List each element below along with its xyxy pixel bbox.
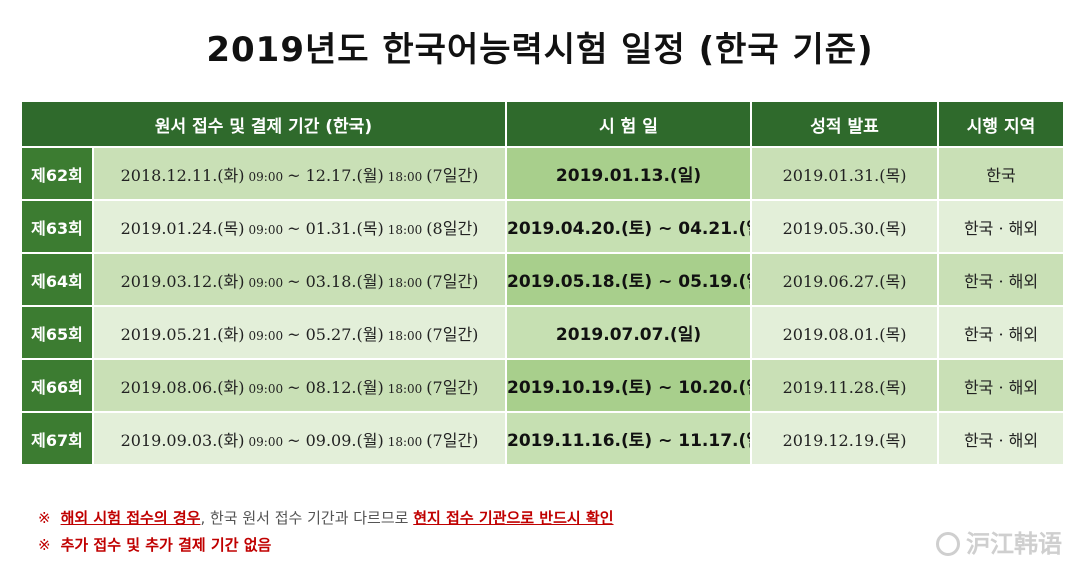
period-start-time: 09:00 [248, 434, 284, 449]
round-cell: 제62회 [20, 146, 94, 201]
column-header: 시행 지역 [937, 100, 1066, 148]
period-end: 12.17.(월) [305, 165, 384, 185]
region-cell: 한국 · 해외 [937, 411, 1066, 466]
period-end-time: 18:00 [387, 222, 423, 237]
round-cell: 제64회 [20, 252, 94, 307]
result-date-cell: 2019.11.28.(목) [750, 358, 940, 413]
period-end: 09.09.(월) [305, 430, 384, 450]
period-start-time: 09:00 [248, 275, 284, 290]
note-highlight: 추가 접수 및 추가 결제 기간 없음 [60, 536, 272, 554]
period-start-time: 09:00 [248, 328, 284, 343]
title: 2019년도 한국어능력시험 일정 (한국 기준) [206, 30, 874, 70]
period-separator: ~ [287, 430, 301, 450]
period-start: 2019.01.24.(목) [120, 218, 245, 238]
round-cell: 제66회 [20, 358, 94, 413]
period-end: 03.18.(월) [305, 271, 384, 291]
period-cell: 2019.05.21.(화) 09:00 ~ 05.27.(월) 18:00 (7일간) [91, 305, 508, 360]
period-days: (8일간) [426, 218, 479, 238]
period-end-time: 18:00 [387, 434, 423, 449]
period-cell: 2019.08.06.(화) 09:00 ~ 08.12.(월) 18:00 (7일간) [91, 358, 508, 413]
period-cell: 2018.12.11.(화) 09:00 ~ 12.17.(월) 18:00 (7일간) [91, 146, 508, 201]
period-separator: ~ [287, 377, 301, 397]
table-row: 제63회 2019.01.24.(목) 09:00 ~ 01.31.(목) 18:00(… [20, 199, 1066, 254]
result-date-cell: 2019.05.30.(목) [750, 199, 940, 254]
region-cell: 한국 · 해외 [937, 252, 1066, 307]
period-days: (7일간) [426, 324, 479, 344]
result-date-cell: 2019.01.31.(목) [750, 146, 940, 201]
column-header: 성적 발표 [750, 100, 940, 148]
watermark: 沪江韩语 [936, 524, 1062, 559]
exam-date-cell: 2019.01.13.(일) [505, 146, 753, 201]
exam-date-cell: 2019.04.20.(토) ~ 04.21.(일) [505, 199, 753, 254]
table-row: 제66회 2019.08.06.(화) 09:00 ~ 08.12.(월) 18:00(… [20, 358, 1066, 413]
exam-date-cell: 2019.10.19.(토) ~ 10.20.(일) [505, 358, 753, 413]
period-days: (7일간) [426, 271, 479, 291]
exam-date-cell: 2019.11.16.(토) ~ 11.17.(일) [505, 411, 753, 466]
period-separator: ~ [287, 165, 301, 185]
period-separator: ~ [287, 218, 301, 238]
period-end: 01.31.(목) [305, 218, 384, 238]
table-row: 제62회 2018.12.11.(화) 09:00 ~ 12.17.(월) 18:00(… [20, 146, 1066, 201]
period-start: 2018.12.11.(화) [120, 165, 245, 185]
round-cell: 제67회 [20, 411, 94, 466]
region-cell: 한국 · 해외 [937, 358, 1066, 413]
period-start: 2019.03.12.(화) [120, 271, 245, 291]
period-end: 05.27.(월) [305, 324, 384, 344]
table-header: 원서 접수 및 결제 기간 (한국) 시 험 일 성적 발표 시행 지역 [19, 100, 1066, 148]
period-separator: ~ [287, 324, 301, 344]
period-days: (7일간) [426, 165, 479, 185]
period-cell: 2019.01.24.(목) 09:00 ~ 01.31.(목) 18:00 (8일간) [91, 199, 508, 254]
period-separator: ~ [287, 271, 301, 291]
table-row: 제65회 2019.05.21.(화) 09:00 ~ 05.27.(월) 18:00(… [20, 305, 1066, 360]
column-header: 원서 접수 및 결제 기간 (한국) [19, 100, 508, 148]
round-cell: 제63회 [20, 199, 94, 254]
period-cell: 2019.03.12.(화) 09:00 ~ 03.18.(월) 18:00 (7일간) [91, 252, 508, 307]
note-highlight: 해외 시험 접수의 경우 [60, 509, 201, 527]
period-end-time: 18:00 [387, 381, 423, 396]
header-row: 원서 접수 및 결제 기간 (한국) 시 험 일 성적 발표 시행 지역 [19, 100, 1066, 148]
table-body: 제62회 2018.12.11.(화) 09:00 ~ 12.17.(월) 18:00(… [20, 146, 1066, 466]
schedule-table: 원서 접수 및 결제 기간 (한국) 시 험 일 성적 발표 시행 지역 제62… [19, 100, 1066, 466]
region-cell: 한국 [937, 146, 1066, 201]
result-date-cell: 2019.08.01.(목) [750, 305, 940, 360]
period-start: 2019.08.06.(화) [120, 377, 245, 397]
table-row: 제64회 2019.03.12.(화) 09:00 ~ 03.18.(월) 18:00(… [20, 252, 1066, 307]
exam-date-cell: 2019.07.07.(일) [505, 305, 753, 360]
note-highlight: 현지 접수 기관으로 반드시 확인 [413, 509, 614, 527]
note: ※ 추가 접수 및 추가 결제 기간 없음 [38, 532, 614, 559]
round-cell: 제65회 [20, 305, 94, 360]
period-start-time: 09:00 [248, 222, 284, 237]
period-start: 2019.05.21.(화) [120, 324, 245, 344]
period-end-time: 18:00 [387, 328, 423, 343]
period-start: 2019.09.03.(화) [120, 430, 245, 450]
period-days: (7일간) [426, 377, 479, 397]
column-header: 시 험 일 [505, 100, 753, 148]
note-mark: ※ [38, 509, 51, 527]
region-cell: 한국 · 해외 [937, 199, 1066, 254]
result-date-cell: 2019.12.19.(목) [750, 411, 940, 466]
region-cell: 한국 · 해외 [937, 305, 1066, 360]
period-days: (7일간) [426, 430, 479, 450]
exam-date-cell: 2019.05.18.(토) ~ 05.19.(일) [505, 252, 753, 307]
note-mark: ※ [38, 536, 51, 554]
table-row: 제67회 2019.09.03.(화) 09:00 ~ 09.09.(월) 18:00(… [20, 411, 1066, 466]
period-start-time: 09:00 [248, 381, 284, 396]
note-text: , 한국 원서 접수 기간과 다르므로 [200, 509, 414, 527]
result-date-cell: 2019.06.27.(목) [750, 252, 940, 307]
note: ※ 해외 시험 접수의 경우, 한국 원서 접수 기간과 다르므로 현지 접수 기… [38, 505, 614, 532]
period-start-time: 09:00 [248, 169, 284, 184]
period-end: 08.12.(월) [305, 377, 384, 397]
period-end-time: 18:00 [387, 169, 423, 184]
period-end-time: 18:00 [387, 275, 423, 290]
period-cell: 2019.09.03.(화) 09:00 ~ 09.09.(월) 18:00 (7일간) [91, 411, 508, 466]
notes: ※ 해외 시험 접수의 경우, 한국 원서 접수 기간과 다르므로 현지 접수 기… [38, 505, 614, 559]
